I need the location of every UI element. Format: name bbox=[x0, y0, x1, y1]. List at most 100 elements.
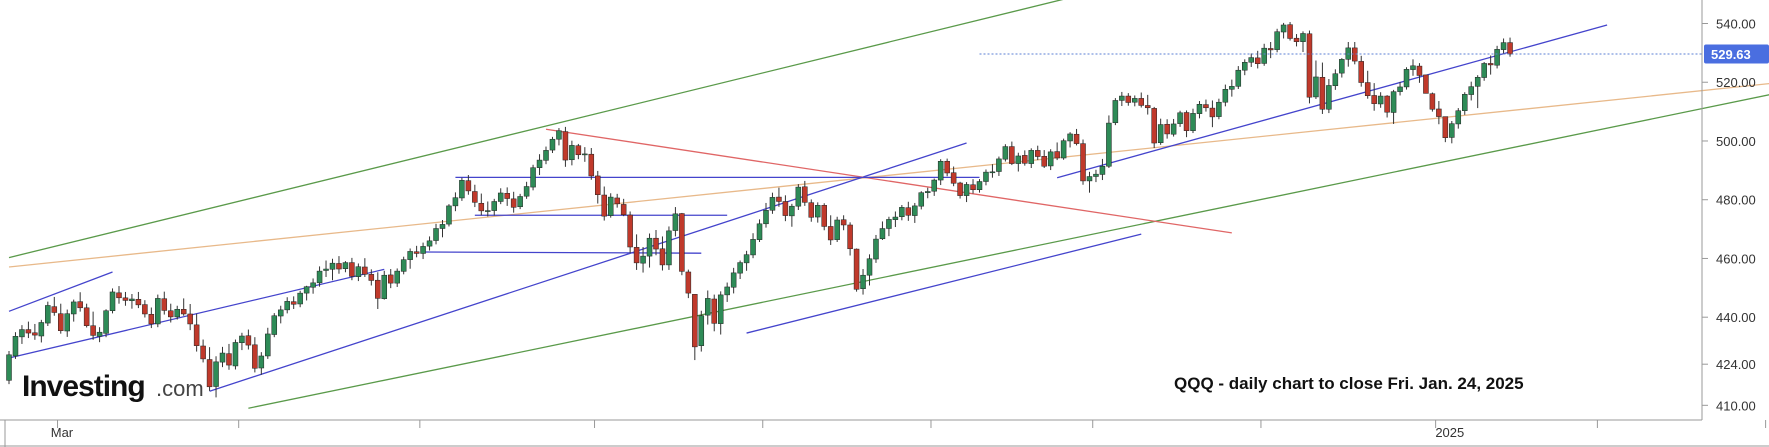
candle-body-down bbox=[168, 310, 174, 318]
candle-body-down bbox=[1287, 24, 1293, 39]
candle bbox=[1022, 150, 1028, 166]
candle-body-down bbox=[1254, 57, 1261, 64]
candle-body-down bbox=[853, 248, 860, 290]
candle-body-up bbox=[556, 130, 562, 140]
candle-body-down bbox=[1203, 104, 1209, 109]
candle bbox=[737, 260, 743, 280]
candle-body-up bbox=[459, 180, 465, 199]
candle bbox=[1125, 93, 1132, 106]
candle bbox=[1196, 101, 1203, 119]
candle bbox=[174, 305, 180, 320]
candle bbox=[1164, 119, 1170, 139]
candle-body-down bbox=[1125, 95, 1132, 103]
candle-body-up bbox=[497, 192, 504, 202]
candle bbox=[672, 207, 679, 237]
trendline-aug-blue-channel bbox=[746, 233, 1142, 334]
candle-body-up bbox=[1462, 94, 1468, 111]
candle bbox=[957, 181, 963, 199]
candle bbox=[1300, 31, 1306, 52]
candle bbox=[931, 178, 937, 196]
candle-body-up bbox=[750, 239, 756, 256]
candle bbox=[879, 221, 886, 240]
candle-body-down bbox=[226, 353, 232, 366]
candle-body-down bbox=[1371, 95, 1377, 104]
candle-body-up bbox=[303, 286, 310, 294]
candle bbox=[387, 269, 394, 289]
candle bbox=[1222, 84, 1229, 107]
candle-body-down bbox=[821, 205, 827, 227]
candle-body-down bbox=[1293, 37, 1300, 42]
candle-body-down bbox=[1384, 95, 1390, 113]
candle-body-up bbox=[989, 171, 996, 174]
candle-body-up bbox=[277, 309, 284, 317]
candle-body-up bbox=[439, 224, 446, 229]
candle bbox=[976, 179, 983, 193]
candle-body-down bbox=[1267, 48, 1274, 51]
candle bbox=[290, 296, 297, 309]
candle bbox=[717, 291, 724, 335]
candle-body-up bbox=[1397, 86, 1403, 92]
candle bbox=[342, 261, 349, 273]
candle-body-up bbox=[873, 238, 879, 260]
candle bbox=[446, 204, 452, 227]
candle-body-up bbox=[1326, 85, 1332, 110]
candle bbox=[1060, 138, 1067, 160]
candle bbox=[70, 299, 77, 322]
candle-body-down bbox=[387, 274, 394, 284]
candle-body-down bbox=[135, 299, 142, 306]
candle-body-down bbox=[25, 329, 32, 334]
candle bbox=[620, 198, 627, 217]
candle-body-up bbox=[899, 207, 905, 218]
candle bbox=[1242, 59, 1248, 76]
candle bbox=[271, 313, 278, 338]
candle-body-up bbox=[756, 223, 763, 240]
candle bbox=[329, 258, 336, 281]
candle-body-down bbox=[77, 301, 83, 309]
candle bbox=[543, 146, 549, 165]
candle-body-down bbox=[614, 197, 620, 205]
candle-body-down bbox=[1442, 116, 1449, 138]
candle bbox=[491, 198, 497, 216]
candle-body-down bbox=[290, 301, 297, 305]
candle bbox=[478, 193, 485, 216]
candle-body-up bbox=[717, 294, 724, 324]
candle-body-up bbox=[1132, 98, 1138, 103]
candle bbox=[355, 263, 362, 282]
candle bbox=[588, 148, 595, 180]
y-tick-label: 480.00 bbox=[1716, 193, 1756, 208]
y-tick-label: 460.00 bbox=[1716, 251, 1756, 266]
candle bbox=[323, 260, 329, 277]
candle-body-down bbox=[1209, 107, 1216, 118]
candle bbox=[1319, 62, 1326, 114]
candle-body-up bbox=[536, 159, 543, 168]
candle-body-down bbox=[510, 198, 517, 208]
candle-body-up bbox=[582, 153, 588, 156]
candle bbox=[122, 291, 129, 306]
candle bbox=[1054, 142, 1060, 161]
candle bbox=[970, 179, 976, 194]
candle bbox=[698, 310, 705, 352]
candle bbox=[860, 269, 866, 295]
candle bbox=[51, 296, 58, 316]
candle-body-up bbox=[1216, 101, 1222, 117]
candle bbox=[232, 339, 239, 370]
candle bbox=[219, 346, 226, 368]
candle bbox=[640, 247, 646, 273]
candle bbox=[789, 203, 795, 227]
candle bbox=[905, 201, 912, 221]
candle bbox=[1254, 50, 1261, 69]
candle bbox=[485, 201, 491, 217]
candle-body-down bbox=[362, 266, 368, 275]
candle-body-up bbox=[219, 352, 226, 363]
candle bbox=[840, 215, 847, 231]
candle bbox=[1216, 98, 1222, 120]
candle bbox=[1352, 42, 1358, 65]
candle bbox=[1390, 89, 1397, 124]
candle bbox=[1442, 116, 1449, 143]
candle-body-up bbox=[996, 158, 1002, 172]
candle bbox=[1429, 92, 1436, 112]
candle bbox=[1436, 101, 1442, 125]
candle-body-down bbox=[465, 180, 472, 192]
candle bbox=[536, 154, 543, 176]
candle-body-up bbox=[1067, 133, 1073, 142]
